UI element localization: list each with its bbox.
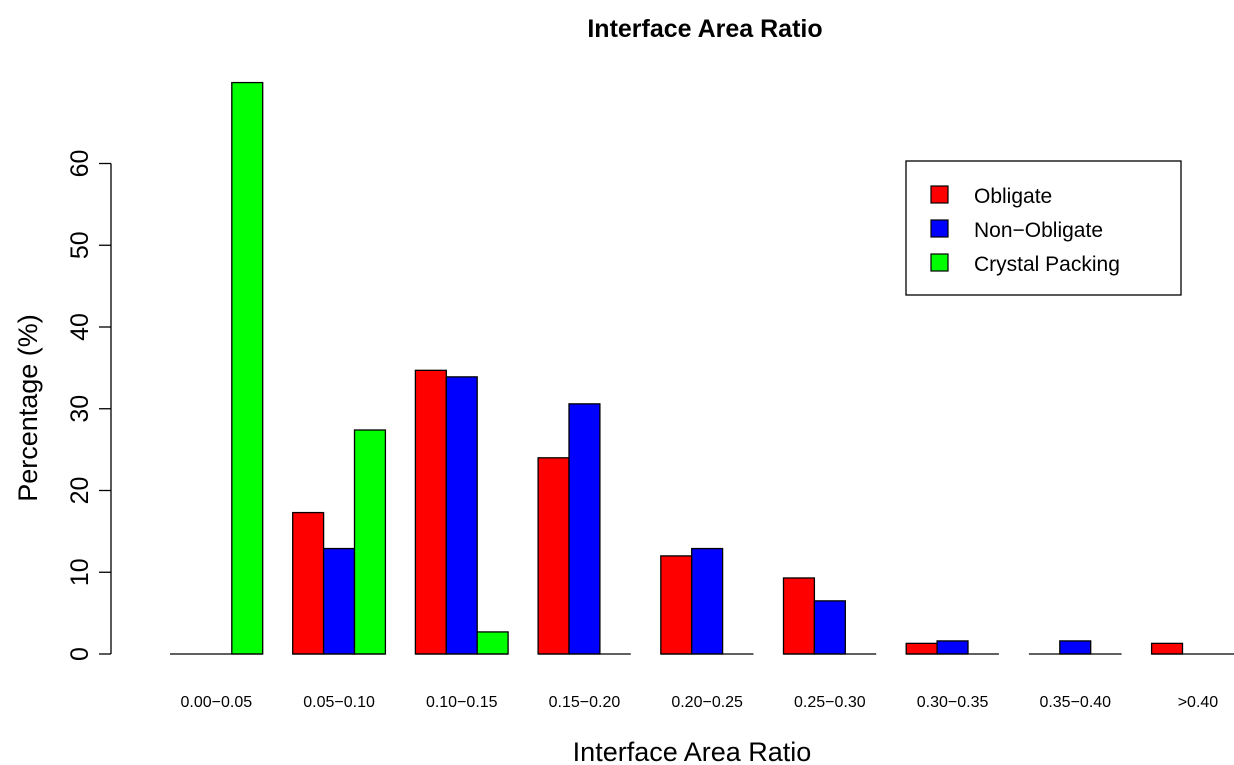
x-tick-label: >0.40 — [1178, 694, 1219, 711]
y-axis-title: Percentage (%) — [13, 314, 43, 502]
y-tick-label: 60 — [66, 150, 94, 178]
x-tick-label: 0.05−0.10 — [303, 694, 375, 711]
bar — [353, 429, 387, 655]
x-axis-title: Interface Area Ratio — [573, 737, 812, 765]
bar — [445, 376, 478, 655]
bar — [537, 457, 570, 655]
x-tick-label: 0.35−0.40 — [1039, 694, 1111, 711]
bar — [231, 81, 264, 655]
x-tick-label: 0.30−0.35 — [917, 694, 989, 711]
legend-label: Obligate — [974, 185, 1052, 208]
bar — [905, 642, 938, 655]
y-tick-label: 20 — [66, 477, 94, 505]
x-tick-label: 0.00−0.05 — [181, 694, 253, 711]
y-tick-label: 10 — [66, 558, 94, 586]
x-tick-labels: 0.00−0.05 0.05−0.10 0.10−0.15 0.15−0.20 0.20… — [181, 694, 1219, 711]
legend-swatch — [930, 185, 949, 204]
bar — [936, 640, 969, 655]
y-tick-label: 30 — [66, 395, 94, 423]
bars-group — [231, 81, 1184, 655]
bar — [414, 369, 447, 655]
bar — [476, 631, 509, 655]
legend: Obligate Non−Obligate Crystal Packing — [905, 160, 1182, 296]
y-tick-label: 40 — [66, 313, 94, 341]
bar — [322, 547, 356, 655]
bar — [568, 403, 601, 655]
bar — [660, 555, 693, 655]
bar — [1059, 640, 1092, 655]
bar — [691, 547, 724, 655]
y-tick-label: 0 — [66, 647, 94, 661]
bar — [292, 511, 325, 655]
legend-box — [905, 160, 1182, 296]
x-tick-label: 0.20−0.25 — [671, 694, 743, 711]
legend-label: Crystal Packing — [974, 253, 1120, 276]
bar — [782, 577, 816, 655]
x-tick-label: 0.15−0.20 — [549, 694, 621, 711]
chart-title: Interface Area Ratio — [587, 15, 822, 43]
bar — [1150, 642, 1184, 655]
y-tick-label: 50 — [66, 231, 94, 259]
x-tick-label: 0.10−0.15 — [426, 694, 498, 711]
y-axis: 0 10 20 30 40 50 60 — [66, 150, 112, 661]
legend-swatch — [930, 219, 949, 238]
x-tick-label: 0.25−0.30 — [794, 694, 866, 711]
bar — [813, 600, 846, 655]
legend-label: Non−Obligate — [974, 219, 1103, 242]
legend-swatch — [930, 253, 949, 272]
